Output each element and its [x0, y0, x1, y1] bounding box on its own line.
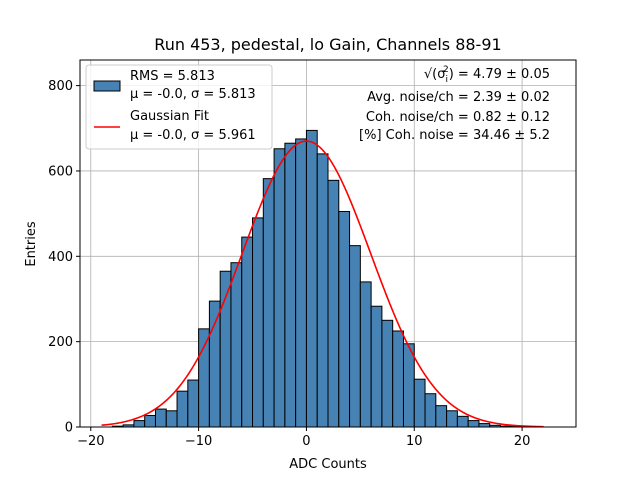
x-axis-label: ADC Counts: [289, 457, 367, 472]
annotation-sigma-value: √(σi2) = 4.79 ± 0.05: [424, 65, 550, 85]
histogram-bars: [111, 129, 523, 428]
x-axis-ticks: −20 −10 0 10 20: [77, 427, 530, 449]
gaussian-fit-line: [101, 140, 544, 428]
histogram-bar: [402, 343, 415, 428]
y-axis-ticks: 0 200 400 600 800: [48, 79, 80, 436]
histogram-bar: [392, 330, 404, 428]
histogram-bar: [413, 378, 426, 428]
histogram-bar: [446, 410, 458, 428]
histogram-bar: [252, 217, 264, 428]
histogram-bar: [219, 270, 232, 428]
legend-rms-stats: μ = -0.0, σ = 5.813: [130, 87, 256, 102]
annotation-coh-noise-pct: [%] Coh. noise = 34.46 ± 5.2: [359, 128, 550, 143]
histogram-bar: [478, 423, 491, 428]
noise-annotations: √(σi2) = 4.79 ± 0.05 Avg. noise/ch = 2.3…: [359, 65, 550, 143]
histogram-bar: [165, 410, 178, 428]
histogram-bar: [133, 420, 146, 428]
histogram-bar: [230, 262, 243, 428]
histogram-bar: [284, 142, 297, 428]
legend-fit-stats: μ = -0.0, σ = 5.961: [130, 128, 256, 143]
histogram-bar: [198, 328, 210, 428]
histogram-bar: [187, 379, 200, 428]
histogram-bar: [262, 178, 275, 428]
histogram-bar: [241, 236, 254, 428]
histogram-bar: [359, 281, 372, 428]
x-tick-label: −20: [77, 434, 104, 449]
x-tick-label: 10: [406, 434, 423, 449]
histogram-bar: [273, 148, 286, 428]
x-tick-label: −10: [185, 434, 212, 449]
histogram-bar: [381, 319, 394, 428]
y-tick-label: 0: [65, 421, 73, 436]
legend-box: [85, 64, 273, 150]
histogram-bar: [435, 405, 448, 428]
histogram-bar: [327, 179, 340, 428]
axes-frame: [79, 59, 577, 428]
x-tick-label: 0: [302, 434, 310, 449]
histogram-bar: [176, 390, 189, 428]
annotation-coh-noise: Coh. noise/ch = 0.82 ± 0.12: [366, 110, 550, 125]
chart-title: Run 453, pedestal, lo Gain, Channels 88-…: [154, 35, 501, 54]
y-tick-label: 600: [48, 164, 73, 179]
y-axis-label: Entries: [24, 221, 39, 267]
histogram-bar: [316, 153, 329, 428]
annotation-avg-noise: Avg. noise/ch = 2.39 ± 0.02: [367, 90, 550, 105]
y-tick-label: 200: [48, 335, 73, 350]
annotation-sigma-i: √(σi2) = 4.79 ± 0.05: [424, 65, 550, 85]
x-tick-label: 20: [514, 434, 531, 449]
histogram-bar: [295, 138, 307, 428]
histogram-bar: [349, 245, 361, 428]
histogram-bar: [154, 408, 167, 428]
histogram-bar: [208, 300, 221, 428]
histogram-bar: [305, 129, 318, 428]
histogram-bar: [467, 420, 480, 428]
histogram-bar: [424, 393, 437, 428]
legend-rms-swatch: [93, 80, 121, 92]
histogram-bar: [144, 414, 156, 428]
histogram-bar: [338, 210, 351, 428]
histogram-bar: [370, 305, 383, 428]
legend-fit-label: Gaussian Fit: [130, 109, 209, 124]
legend: RMS = 5.813 μ = -0.0, σ = 5.813 Gaussian…: [85, 64, 273, 150]
legend-rms-label: RMS = 5.813: [130, 69, 215, 84]
y-tick-label: 800: [48, 79, 73, 94]
histogram-bar: [456, 415, 469, 428]
y-tick-label: 400: [48, 250, 73, 265]
